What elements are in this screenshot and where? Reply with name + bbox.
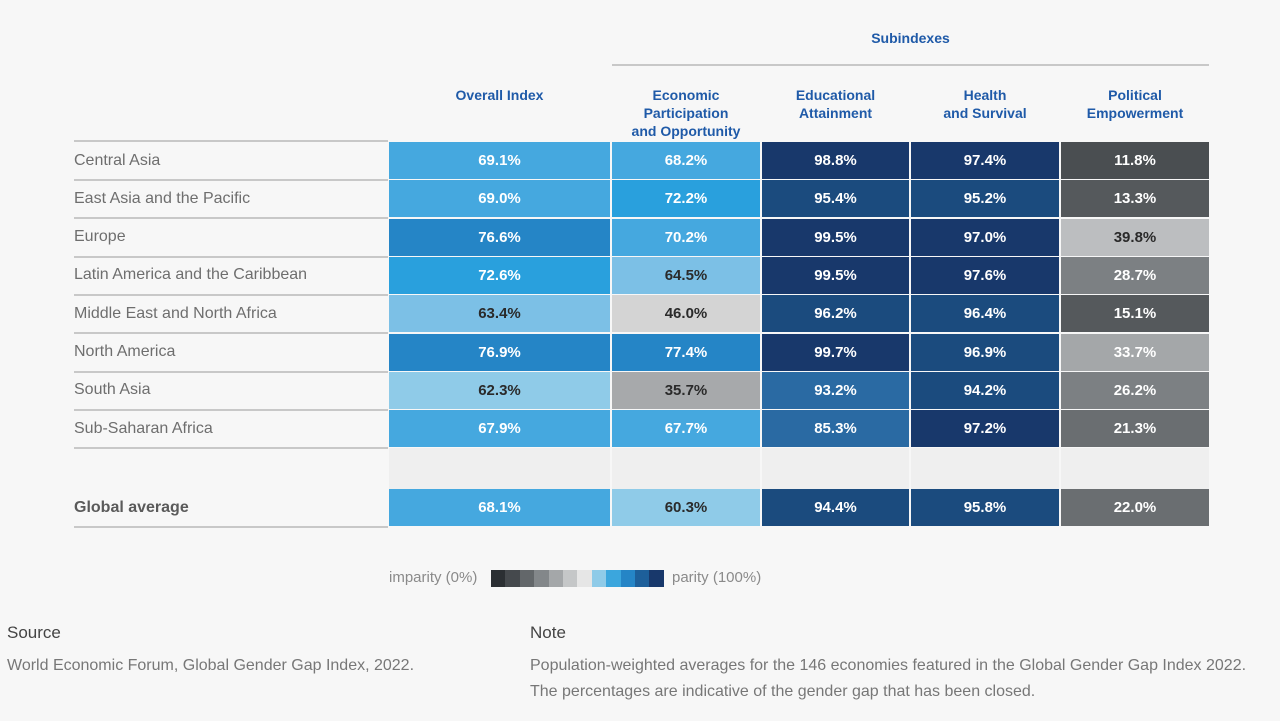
value-cell: 72.6%	[389, 256, 610, 294]
legend-swatch	[548, 570, 564, 587]
row-label: Middle East and North Africa	[74, 304, 277, 322]
value-cell: 63.4%	[389, 295, 610, 333]
row-rule	[74, 217, 388, 220]
value-cell: 98.8%	[762, 142, 909, 179]
value-cell: 97.2%	[911, 410, 1059, 448]
value-cell: 95.4%	[762, 180, 909, 218]
column-header: Educational Attainment	[795, 87, 876, 121]
column-header: Health and Survival	[943, 87, 1027, 121]
value-cell: 35.7%	[612, 371, 760, 409]
value-cell: 96.2%	[762, 295, 909, 333]
legend-swatch	[563, 570, 578, 587]
spacer-cell	[389, 448, 610, 489]
global-value-cell: 94.4%	[762, 489, 909, 526]
spacer-cell	[612, 448, 760, 489]
row-rule	[74, 332, 388, 335]
value-cell: 77.4%	[612, 333, 760, 371]
column-header: Political Empowerment	[1086, 87, 1184, 121]
value-cell: 76.6%	[389, 218, 610, 256]
value-cell: 69.1%	[389, 142, 610, 179]
legend-swatch	[620, 570, 636, 587]
source-text: World Economic Forum, Global Gender Gap …	[7, 657, 415, 674]
row-label: Europe	[74, 228, 126, 246]
value-cell: 97.6%	[911, 256, 1059, 294]
row-label: South Asia	[74, 381, 151, 399]
global-value-cell: 95.8%	[911, 489, 1059, 526]
row-label: East Asia and the Pacific	[74, 189, 251, 207]
value-cell: 96.4%	[911, 295, 1059, 333]
value-cell: 76.9%	[389, 333, 610, 371]
row-label: Central Asia	[74, 151, 161, 169]
row-rule	[74, 255, 388, 258]
legend-swatch	[591, 570, 607, 587]
value-cell: 21.3%	[1061, 410, 1209, 448]
table-top-rule	[74, 140, 388, 142]
value-cell: 97.4%	[911, 142, 1059, 179]
value-cell: 93.2%	[762, 371, 909, 409]
value-cell: 67.9%	[389, 410, 610, 448]
value-cell: 62.3%	[389, 371, 610, 409]
row-rule	[74, 408, 388, 411]
value-cell: 11.8%	[1061, 142, 1209, 179]
value-cell: 99.7%	[762, 333, 909, 371]
row-rule	[74, 447, 388, 450]
value-cell: 28.7%	[1061, 256, 1209, 294]
spacer-cell	[911, 448, 1059, 489]
global-value-cell: 60.3%	[612, 489, 760, 526]
row-rule	[74, 293, 388, 296]
legend-swatch	[635, 570, 650, 587]
source-heading: Source	[7, 623, 61, 642]
global-average-label: Global average	[74, 498, 189, 516]
spacer-cell	[762, 448, 909, 489]
value-cell: 96.9%	[911, 333, 1059, 371]
value-cell: 97.0%	[911, 218, 1059, 256]
value-cell: 26.2%	[1061, 371, 1209, 409]
row-label: Sub-Saharan Africa	[74, 419, 213, 437]
row-rule	[74, 370, 388, 373]
value-cell: 70.2%	[612, 218, 760, 256]
column-header: Overall Index	[455, 87, 544, 103]
value-cell: 85.3%	[762, 410, 909, 448]
legend-swatch	[519, 570, 535, 587]
global-value-cell: 68.1%	[389, 489, 610, 526]
value-cell: 33.7%	[1061, 333, 1209, 371]
value-cell: 13.3%	[1061, 180, 1209, 218]
legend-swatch	[577, 570, 593, 587]
note-text: Population-weighted averages for the 146…	[530, 657, 1247, 700]
value-cell: 67.7%	[612, 410, 760, 448]
row-label: Latin America and the Caribbean	[74, 266, 308, 284]
row-rule	[74, 526, 388, 528]
spacer-cell	[1061, 448, 1209, 489]
value-cell: 69.0%	[389, 180, 610, 218]
legend-high-label: parity (100%)	[672, 569, 762, 586]
legend-swatch	[505, 570, 521, 587]
row-label: North America	[74, 343, 176, 360]
value-cell: 94.2%	[911, 371, 1059, 409]
value-cell: 68.2%	[612, 142, 760, 179]
legend-swatch	[606, 570, 622, 587]
value-cell: 64.5%	[612, 256, 760, 294]
value-cell: 15.1%	[1061, 295, 1209, 333]
row-rule	[74, 179, 388, 181]
legend-swatch	[649, 570, 665, 587]
legend-low-label: imparity (0%)	[389, 569, 478, 586]
value-cell: 72.2%	[612, 180, 760, 218]
global-value-cell: 22.0%	[1061, 489, 1209, 526]
subindexes-rule	[612, 64, 1209, 66]
value-cell: 39.8%	[1061, 218, 1209, 256]
legend-swatch	[491, 570, 506, 587]
legend-swatch	[534, 570, 550, 587]
note-heading: Note	[530, 623, 566, 642]
value-cell: 99.5%	[762, 218, 909, 256]
value-cell: 95.2%	[911, 180, 1059, 218]
column-header: Economic Participation and Opportunity	[631, 87, 741, 139]
subindexes-header: Subindexes	[871, 30, 950, 46]
value-cell: 99.5%	[762, 256, 909, 294]
value-cell: 46.0%	[612, 295, 760, 333]
